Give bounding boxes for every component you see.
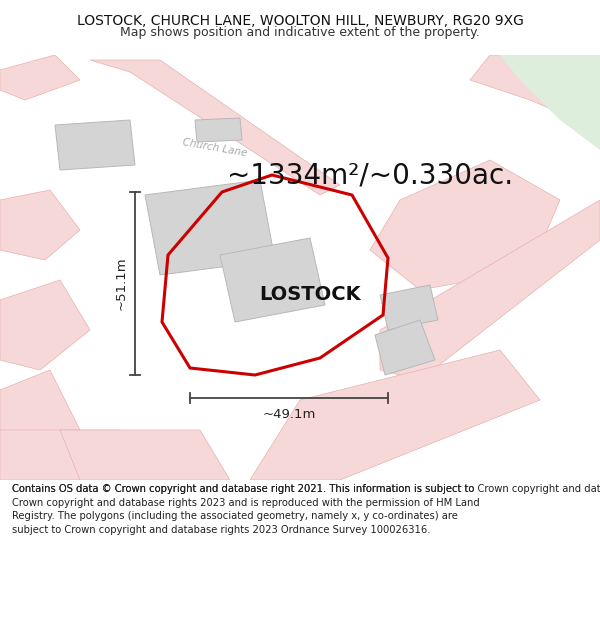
Polygon shape — [0, 55, 80, 100]
Polygon shape — [145, 180, 275, 275]
Polygon shape — [500, 55, 600, 150]
Polygon shape — [0, 370, 80, 470]
Polygon shape — [90, 60, 340, 195]
Polygon shape — [60, 430, 230, 480]
Text: Contains OS data © Crown copyright and database right 2021. This information is : Contains OS data © Crown copyright and d… — [12, 484, 600, 494]
Text: ~1334m²/~0.330ac.: ~1334m²/~0.330ac. — [227, 161, 513, 189]
Polygon shape — [0, 430, 160, 480]
Polygon shape — [375, 320, 435, 375]
Text: Church Lane: Church Lane — [182, 138, 248, 159]
Text: ~51.1m: ~51.1m — [115, 257, 128, 310]
Polygon shape — [220, 238, 325, 322]
Polygon shape — [370, 160, 560, 290]
Polygon shape — [0, 190, 80, 260]
Text: Map shows position and indicative extent of the property.: Map shows position and indicative extent… — [120, 26, 480, 39]
Text: LOSTOCK, CHURCH LANE, WOOLTON HILL, NEWBURY, RG20 9XG: LOSTOCK, CHURCH LANE, WOOLTON HILL, NEWB… — [77, 14, 523, 28]
Polygon shape — [470, 55, 600, 130]
Text: ~49.1m: ~49.1m — [262, 408, 316, 421]
Text: Contains OS data © Crown copyright and database right 2021. This information is : Contains OS data © Crown copyright and d… — [12, 484, 480, 535]
Text: LOSTOCK: LOSTOCK — [259, 286, 361, 304]
Polygon shape — [250, 350, 540, 480]
Polygon shape — [195, 118, 242, 142]
Polygon shape — [0, 280, 90, 370]
Polygon shape — [55, 120, 135, 170]
Polygon shape — [380, 285, 438, 330]
Polygon shape — [380, 200, 600, 380]
